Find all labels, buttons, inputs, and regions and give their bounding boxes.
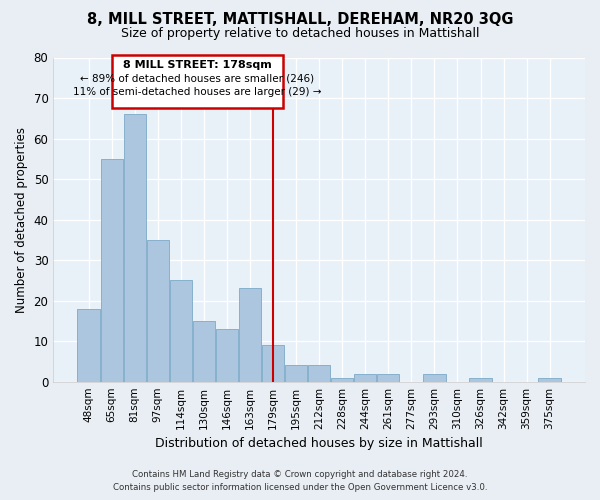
FancyBboxPatch shape bbox=[112, 56, 283, 108]
Bar bbox=[216, 329, 238, 382]
Bar bbox=[146, 240, 169, 382]
Bar bbox=[285, 366, 307, 382]
Bar bbox=[331, 378, 353, 382]
Bar bbox=[77, 308, 100, 382]
Text: Contains HM Land Registry data © Crown copyright and database right 2024.
Contai: Contains HM Land Registry data © Crown c… bbox=[113, 470, 487, 492]
Bar bbox=[124, 114, 146, 382]
Text: ← 89% of detached houses are smaller (246): ← 89% of detached houses are smaller (24… bbox=[80, 74, 314, 84]
Bar bbox=[193, 321, 215, 382]
Text: Size of property relative to detached houses in Mattishall: Size of property relative to detached ho… bbox=[121, 28, 479, 40]
Bar bbox=[170, 280, 192, 382]
Text: 8, MILL STREET, MATTISHALL, DEREHAM, NR20 3QG: 8, MILL STREET, MATTISHALL, DEREHAM, NR2… bbox=[87, 12, 513, 28]
Bar bbox=[239, 288, 261, 382]
Bar bbox=[538, 378, 561, 382]
Bar bbox=[377, 374, 400, 382]
Bar bbox=[354, 374, 376, 382]
Text: 8 MILL STREET: 178sqm: 8 MILL STREET: 178sqm bbox=[123, 60, 272, 70]
Text: 11% of semi-detached houses are larger (29) →: 11% of semi-detached houses are larger (… bbox=[73, 87, 322, 97]
Bar bbox=[101, 159, 123, 382]
Y-axis label: Number of detached properties: Number of detached properties bbox=[15, 126, 28, 312]
X-axis label: Distribution of detached houses by size in Mattishall: Distribution of detached houses by size … bbox=[155, 437, 483, 450]
Bar bbox=[423, 374, 446, 382]
Bar bbox=[308, 366, 331, 382]
Bar bbox=[262, 345, 284, 382]
Bar bbox=[469, 378, 491, 382]
